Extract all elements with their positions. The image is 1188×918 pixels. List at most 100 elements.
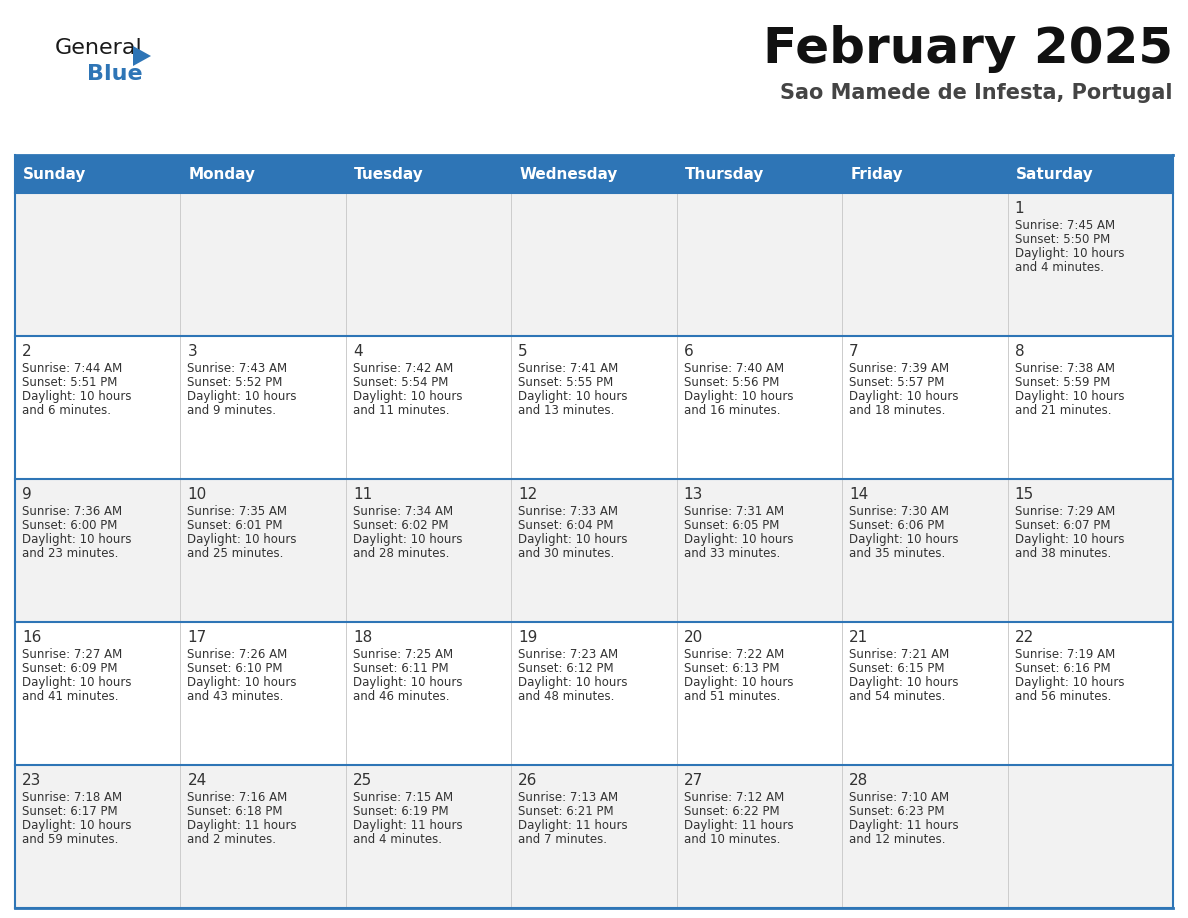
Text: Sunset: 5:56 PM: Sunset: 5:56 PM bbox=[684, 376, 779, 389]
Bar bbox=[181, 622, 346, 765]
Text: Daylight: 10 hours: Daylight: 10 hours bbox=[1015, 247, 1124, 260]
Text: 25: 25 bbox=[353, 773, 372, 788]
Text: Daylight: 10 hours: Daylight: 10 hours bbox=[188, 676, 297, 689]
Bar bbox=[511, 622, 677, 765]
Text: and 51 minutes.: and 51 minutes. bbox=[684, 690, 781, 703]
Text: Sunrise: 7:41 AM: Sunrise: 7:41 AM bbox=[518, 362, 619, 375]
Bar bbox=[511, 155, 677, 193]
Text: Sunset: 5:52 PM: Sunset: 5:52 PM bbox=[188, 376, 283, 389]
Text: and 59 minutes.: and 59 minutes. bbox=[23, 833, 119, 846]
Text: and 12 minutes.: and 12 minutes. bbox=[849, 833, 946, 846]
Text: Sunset: 5:59 PM: Sunset: 5:59 PM bbox=[1015, 376, 1110, 389]
Text: 8: 8 bbox=[1015, 344, 1024, 359]
Bar bbox=[181, 193, 346, 336]
Text: Sunrise: 7:34 AM: Sunrise: 7:34 AM bbox=[353, 505, 453, 518]
Text: Sunset: 6:21 PM: Sunset: 6:21 PM bbox=[518, 805, 614, 818]
Text: Daylight: 10 hours: Daylight: 10 hours bbox=[684, 676, 794, 689]
Bar bbox=[842, 479, 1007, 622]
Text: Daylight: 10 hours: Daylight: 10 hours bbox=[518, 533, 627, 546]
Text: and 6 minutes.: and 6 minutes. bbox=[23, 404, 110, 417]
Text: Sunset: 6:05 PM: Sunset: 6:05 PM bbox=[684, 519, 779, 532]
Text: 28: 28 bbox=[849, 773, 868, 788]
Text: 17: 17 bbox=[188, 630, 207, 645]
Text: 22: 22 bbox=[1015, 630, 1034, 645]
Bar bbox=[181, 155, 346, 193]
Text: Daylight: 11 hours: Daylight: 11 hours bbox=[684, 819, 794, 832]
Text: Daylight: 10 hours: Daylight: 10 hours bbox=[188, 533, 297, 546]
Text: 21: 21 bbox=[849, 630, 868, 645]
Text: Daylight: 10 hours: Daylight: 10 hours bbox=[684, 390, 794, 403]
Bar bbox=[15, 193, 181, 336]
Text: Sunset: 6:06 PM: Sunset: 6:06 PM bbox=[849, 519, 944, 532]
Text: and 10 minutes.: and 10 minutes. bbox=[684, 833, 781, 846]
Text: Sunrise: 7:13 AM: Sunrise: 7:13 AM bbox=[518, 791, 619, 804]
Text: Sunrise: 7:26 AM: Sunrise: 7:26 AM bbox=[188, 648, 287, 661]
Text: Sunset: 6:10 PM: Sunset: 6:10 PM bbox=[188, 662, 283, 675]
Text: Daylight: 10 hours: Daylight: 10 hours bbox=[23, 676, 132, 689]
Bar bbox=[842, 155, 1007, 193]
Text: 11: 11 bbox=[353, 487, 372, 502]
Text: and 28 minutes.: and 28 minutes. bbox=[353, 547, 449, 560]
Bar bbox=[842, 765, 1007, 908]
Text: Sunrise: 7:42 AM: Sunrise: 7:42 AM bbox=[353, 362, 453, 375]
Bar bbox=[677, 765, 842, 908]
Text: and 4 minutes.: and 4 minutes. bbox=[353, 833, 442, 846]
Text: Sunset: 5:57 PM: Sunset: 5:57 PM bbox=[849, 376, 944, 389]
Text: 10: 10 bbox=[188, 487, 207, 502]
Bar bbox=[511, 765, 677, 908]
Text: Sunrise: 7:45 AM: Sunrise: 7:45 AM bbox=[1015, 219, 1114, 232]
Text: Thursday: Thursday bbox=[684, 166, 764, 182]
Text: Sunset: 6:13 PM: Sunset: 6:13 PM bbox=[684, 662, 779, 675]
Text: Daylight: 10 hours: Daylight: 10 hours bbox=[849, 676, 959, 689]
Text: Daylight: 10 hours: Daylight: 10 hours bbox=[23, 390, 132, 403]
Bar bbox=[346, 193, 511, 336]
Bar bbox=[15, 336, 181, 479]
Text: General: General bbox=[55, 38, 143, 58]
Text: Sunrise: 7:12 AM: Sunrise: 7:12 AM bbox=[684, 791, 784, 804]
Text: Sunrise: 7:18 AM: Sunrise: 7:18 AM bbox=[23, 791, 122, 804]
Text: Sunday: Sunday bbox=[23, 166, 87, 182]
Text: Sunset: 5:50 PM: Sunset: 5:50 PM bbox=[1015, 233, 1110, 246]
Bar bbox=[1007, 479, 1173, 622]
Text: and 38 minutes.: and 38 minutes. bbox=[1015, 547, 1111, 560]
Text: and 41 minutes.: and 41 minutes. bbox=[23, 690, 119, 703]
Text: Daylight: 10 hours: Daylight: 10 hours bbox=[23, 533, 132, 546]
Text: and 48 minutes.: and 48 minutes. bbox=[518, 690, 614, 703]
Bar bbox=[346, 765, 511, 908]
Text: Daylight: 10 hours: Daylight: 10 hours bbox=[849, 390, 959, 403]
Text: 6: 6 bbox=[684, 344, 694, 359]
Text: Sunrise: 7:23 AM: Sunrise: 7:23 AM bbox=[518, 648, 619, 661]
Bar bbox=[511, 479, 677, 622]
Polygon shape bbox=[133, 46, 151, 66]
Bar bbox=[677, 336, 842, 479]
Bar bbox=[511, 193, 677, 336]
Bar bbox=[346, 479, 511, 622]
Text: Sunrise: 7:38 AM: Sunrise: 7:38 AM bbox=[1015, 362, 1114, 375]
Text: Sunset: 6:12 PM: Sunset: 6:12 PM bbox=[518, 662, 614, 675]
Text: Sunset: 6:15 PM: Sunset: 6:15 PM bbox=[849, 662, 944, 675]
Bar bbox=[677, 622, 842, 765]
Text: Sunset: 6:18 PM: Sunset: 6:18 PM bbox=[188, 805, 283, 818]
Bar bbox=[1007, 336, 1173, 479]
Text: and 23 minutes.: and 23 minutes. bbox=[23, 547, 119, 560]
Text: Sunrise: 7:10 AM: Sunrise: 7:10 AM bbox=[849, 791, 949, 804]
Bar bbox=[15, 622, 181, 765]
Bar bbox=[1007, 193, 1173, 336]
Text: Sunset: 6:22 PM: Sunset: 6:22 PM bbox=[684, 805, 779, 818]
Text: Sunrise: 7:43 AM: Sunrise: 7:43 AM bbox=[188, 362, 287, 375]
Text: Daylight: 10 hours: Daylight: 10 hours bbox=[353, 676, 462, 689]
Text: and 30 minutes.: and 30 minutes. bbox=[518, 547, 614, 560]
Bar bbox=[1007, 622, 1173, 765]
Text: 15: 15 bbox=[1015, 487, 1034, 502]
Bar bbox=[15, 479, 181, 622]
Bar bbox=[15, 155, 181, 193]
Bar bbox=[842, 336, 1007, 479]
Text: Sunrise: 7:44 AM: Sunrise: 7:44 AM bbox=[23, 362, 122, 375]
Text: Sunset: 6:00 PM: Sunset: 6:00 PM bbox=[23, 519, 118, 532]
Text: and 35 minutes.: and 35 minutes. bbox=[849, 547, 946, 560]
Text: Daylight: 10 hours: Daylight: 10 hours bbox=[518, 676, 627, 689]
Text: and 25 minutes.: and 25 minutes. bbox=[188, 547, 284, 560]
Text: Tuesday: Tuesday bbox=[354, 166, 424, 182]
Bar bbox=[346, 155, 511, 193]
Text: Sunset: 6:19 PM: Sunset: 6:19 PM bbox=[353, 805, 449, 818]
